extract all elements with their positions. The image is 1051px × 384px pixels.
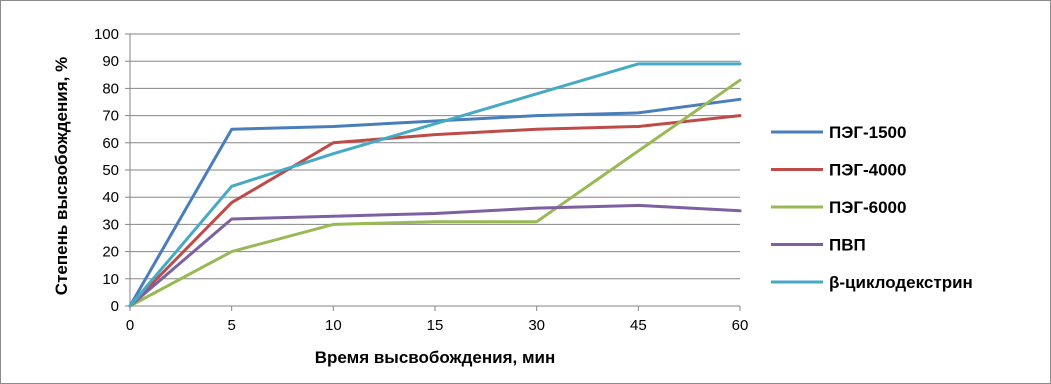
series-line-3 xyxy=(128,78,742,308)
x-tick-label: 15 xyxy=(427,317,444,334)
legend: ПЭГ-1500 ПЭГ-4000 ПЭГ-6000 ПВП β-циклодекстр… xyxy=(771,123,973,292)
series-line-1 xyxy=(128,97,742,308)
y-tick-label: 30 xyxy=(102,216,119,233)
y-tick-label: 0 xyxy=(111,298,119,315)
x-tick-label: 5 xyxy=(227,317,235,334)
tick-labels: 0 10 20 30 40 50 60 70 80 90 100 0 5 10 15 30 45 60 xyxy=(94,26,748,334)
y-axis-title: Степень высвобождения, % xyxy=(52,57,71,295)
x-tick-label: 0 xyxy=(126,317,134,334)
x-tick-label: 10 xyxy=(325,317,342,334)
x-tick-label: 45 xyxy=(630,317,647,334)
series-line-5 xyxy=(128,62,742,308)
x-axis-title: Время высвобождения, мин xyxy=(315,348,555,367)
y-tick-label: 10 xyxy=(102,271,119,288)
series-lines xyxy=(128,62,742,308)
legend-label: ПЭГ-6000 xyxy=(829,198,906,217)
series-line-4 xyxy=(128,203,742,308)
y-tick-label: 60 xyxy=(102,135,119,152)
y-tick-label: 40 xyxy=(102,189,119,206)
y-tick-label: 70 xyxy=(102,108,119,125)
y-tick-label: 80 xyxy=(102,80,119,97)
x-tick-label: 30 xyxy=(528,317,545,334)
axes xyxy=(125,33,741,311)
legend-label: ПЭГ-1500 xyxy=(829,123,906,142)
grid-lines xyxy=(130,33,740,280)
y-tick-label: 100 xyxy=(94,26,119,43)
legend-label: ПВП xyxy=(829,236,866,255)
y-tick-label: 90 xyxy=(102,53,119,70)
legend-label: ПЭГ-4000 xyxy=(829,161,906,180)
legend-label: β-циклодекстрин xyxy=(829,273,973,292)
y-tick-label: 50 xyxy=(102,162,119,179)
y-tick-label: 20 xyxy=(102,244,119,261)
series-line-2 xyxy=(128,114,742,308)
x-tick-label: 60 xyxy=(732,317,749,334)
